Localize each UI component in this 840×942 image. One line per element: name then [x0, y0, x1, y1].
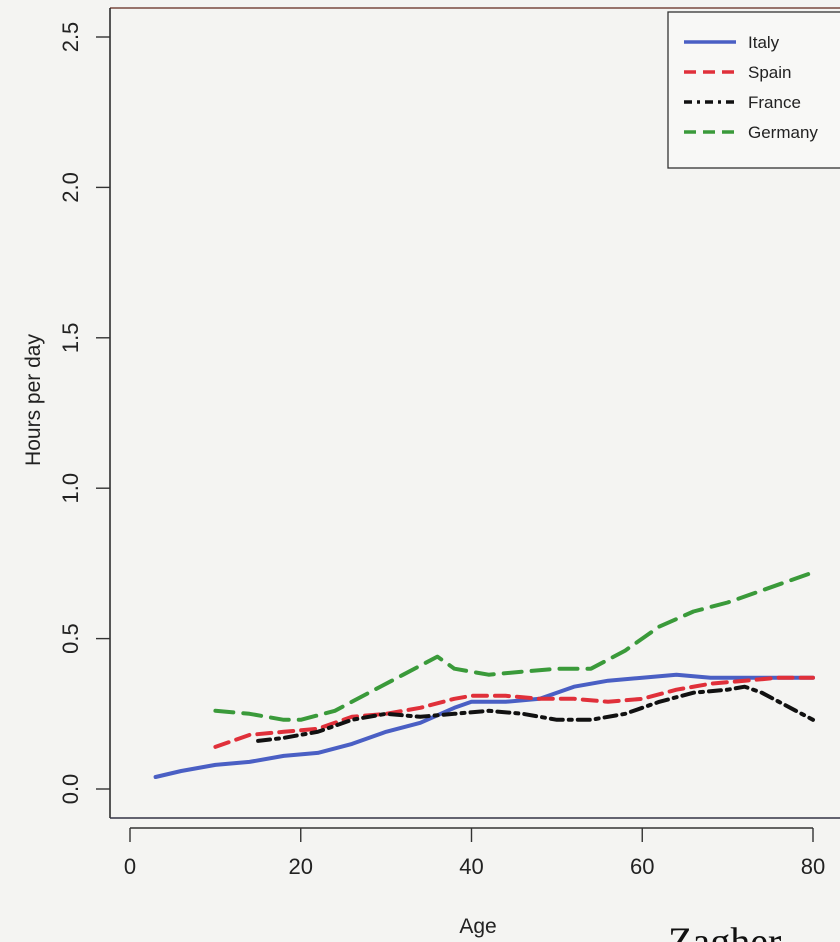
plot-frame: [109, 7, 840, 819]
footer-caption: Zagher: [668, 919, 781, 942]
legend-label-italy: Italy: [748, 33, 780, 52]
x-tick-label: 0: [124, 854, 136, 879]
y-tick-label: 0.0: [58, 774, 83, 805]
x-axis-title: Age: [459, 915, 496, 938]
series-line-germany: [213, 570, 815, 722]
series-lines: [153, 570, 815, 779]
series-line-italy: [153, 672, 815, 779]
y-axis: 0.0 0.5 1.0 1.5 2.0 2.5: [58, 22, 110, 805]
x-tick-label: 40: [459, 854, 483, 879]
legend-label-germany: Germany: [748, 123, 818, 142]
y-tick-label: 2.5: [58, 22, 83, 53]
y-tick-label: 2.0: [58, 172, 83, 203]
x-tick-label: 20: [289, 854, 313, 879]
legend-box: [667, 11, 840, 169]
legend-label-spain: Spain: [748, 63, 791, 82]
x-tick-label: 80: [801, 854, 825, 879]
x-tick-label: 60: [630, 854, 654, 879]
y-tick-label: 0.5: [58, 623, 83, 654]
series-line-spain: [213, 675, 815, 749]
legend-label-france: France: [748, 93, 801, 112]
axes: 0 20 40 60 80 0.0 0.5 1.0 1.5 2.0 2.5: [58, 22, 825, 879]
series-line-france: [256, 684, 815, 743]
y-tick-label: 1.5: [58, 323, 83, 354]
legend: Italy Spain France Germany: [667, 11, 840, 169]
y-tick-label: 1.0: [58, 473, 83, 504]
x-axis: 0 20 40 60 80: [124, 827, 825, 879]
y-axis-title: Hours per day: [22, 334, 45, 466]
